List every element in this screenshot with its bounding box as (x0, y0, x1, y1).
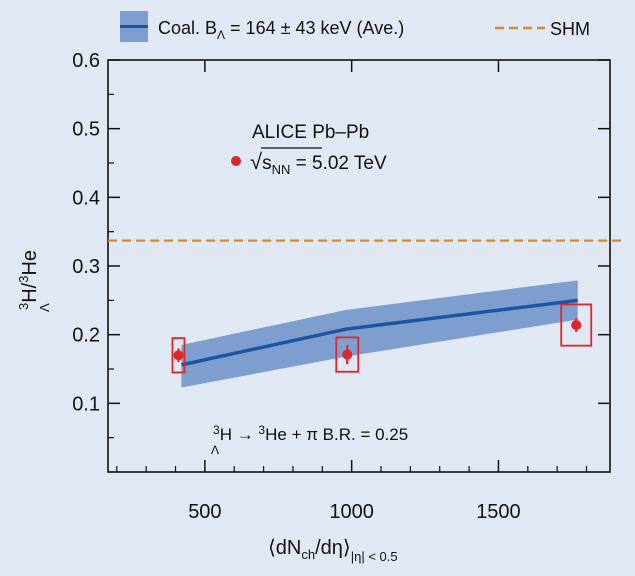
x-tick-label: 1500 (476, 501, 521, 523)
data-point (173, 350, 184, 361)
y-tick-label: 0.4 (72, 187, 100, 209)
data-point (571, 320, 582, 331)
sys-error-box (335, 336, 360, 373)
decay-lambda-sub: Λ (211, 443, 219, 457)
sys-error-box (171, 337, 186, 374)
sys-error-box (560, 303, 593, 347)
svg-text:3H/3He: 3H/3He (16, 250, 41, 310)
y-tick-label: 0.1 (72, 393, 100, 415)
y-tick-label: 0.6 (72, 50, 100, 72)
energy-marker (231, 156, 241, 166)
decay-label: 3H → 3He + π B.R. = 0.25 (213, 423, 408, 444)
x-tick-label: 1000 (329, 501, 374, 523)
coal-band (181, 280, 578, 388)
y-tick-label: 0.2 (72, 325, 100, 347)
coal-line-layer (181, 298, 578, 367)
experiment-label: ALICE Pb–Pb (252, 122, 369, 143)
legend-coal-label: Coal. BΛ = 164 ± 43 keV (Ave.) (158, 18, 404, 42)
x-tick-label: 500 (188, 501, 221, 523)
energy-label: √sNN = 5.02 TeV (250, 149, 387, 177)
coal-line (181, 298, 578, 367)
y-axis-label: 3H/3He Λ (16, 250, 52, 312)
band-layer (181, 280, 578, 388)
axes-layer: 0.1 0.2 0.3 0.4 0.5 0.6 500 1000 1500 (72, 50, 610, 523)
svg-text:Λ: Λ (37, 303, 52, 312)
legend-shm-label: SHM (550, 19, 590, 39)
data-point (342, 349, 353, 360)
legend: Coal. BΛ = 164 ± 43 keV (Ave.) SHM (120, 11, 590, 42)
x-axis-label: ⟨dNch/dη⟩|η| < 0.5 (268, 537, 398, 564)
data-points-layer (171, 303, 593, 374)
y-tick-label: 0.3 (72, 256, 100, 278)
y-tick-label: 0.5 (72, 119, 100, 141)
